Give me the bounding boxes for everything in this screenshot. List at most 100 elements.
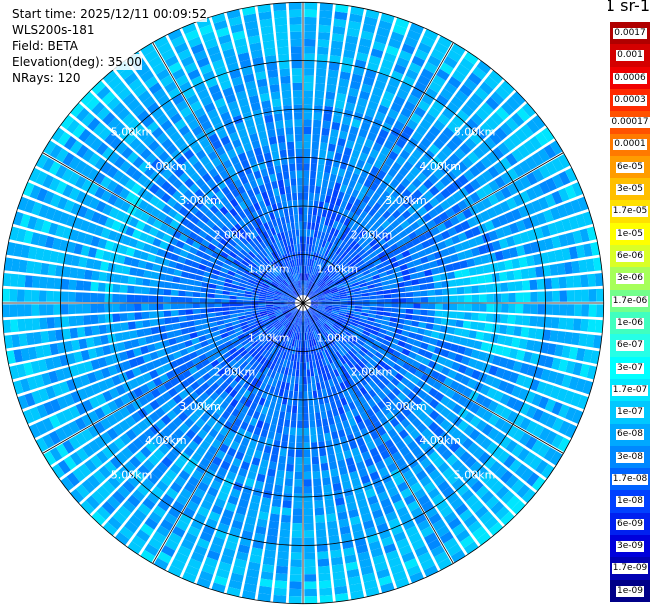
range-gate-cell <box>96 142 109 156</box>
range-gate-cell <box>320 135 329 144</box>
range-gate-cell <box>266 309 274 313</box>
range-gate-cell <box>565 232 576 246</box>
range-gate-cell <box>434 192 446 203</box>
range-gate-cell <box>213 122 225 133</box>
range-gate-cell <box>383 422 394 433</box>
range-gate-cell <box>480 437 493 450</box>
range-gate-cell <box>434 391 445 402</box>
range-gate-cell <box>439 505 453 518</box>
range-gate-cell <box>340 251 348 259</box>
range-gate-cell <box>259 18 273 28</box>
range-gate-cell <box>294 126 303 135</box>
range-gate-cell <box>238 97 249 108</box>
range-gate-cell <box>325 322 332 328</box>
range-gate-cell <box>378 128 389 139</box>
range-gate-cell <box>292 405 298 414</box>
range-gate-cell <box>312 331 317 339</box>
colorbar-tick-label: 1e-05 <box>616 228 644 240</box>
range-gate-cell <box>294 376 299 384</box>
range-gate-cell <box>238 498 249 509</box>
range-gate-cell <box>461 156 474 169</box>
range-gate-cell <box>62 152 75 167</box>
range-gate-cell <box>253 147 263 156</box>
range-gate-cell <box>314 353 319 361</box>
range-gate-cell <box>175 519 189 532</box>
range-gate-cell <box>237 346 246 354</box>
range-gate-cell <box>226 471 237 481</box>
range-gate-cell <box>104 293 113 303</box>
range-gate-cell <box>213 20 228 31</box>
range-gate-cell <box>530 241 540 254</box>
range-gate-cell <box>292 192 298 201</box>
range-gate-cell <box>297 406 303 414</box>
range-gate-cell <box>355 389 363 399</box>
range-gate-cell <box>434 180 446 192</box>
range-gate-cell <box>247 508 258 519</box>
range-gate-cell <box>157 551 172 564</box>
range-gate-cell <box>167 28 183 41</box>
range-gate-cell <box>98 324 107 335</box>
range-gate-cell <box>473 340 483 350</box>
range-gate-cell <box>323 365 330 374</box>
range-gate-cell <box>367 131 377 142</box>
range-gate-cell <box>267 310 275 315</box>
range-gate-cell <box>197 506 210 518</box>
range-gate-cell <box>261 285 269 290</box>
range-gate-cell <box>314 222 320 231</box>
range-gate-cell <box>55 224 66 238</box>
range-gate-cell <box>411 360 421 369</box>
range-gate-cell <box>454 243 464 253</box>
range-gate-cell <box>516 484 531 499</box>
range-gate-cell <box>255 217 263 227</box>
range-gate-cell <box>126 442 139 455</box>
range-gate-cell <box>229 306 237 311</box>
range-ring-label: 2.00km <box>351 366 393 379</box>
range-gate-cell <box>316 269 322 277</box>
range-gate-cell <box>308 192 314 201</box>
range-gate-cell <box>498 238 509 249</box>
range-gate-cell <box>189 183 200 194</box>
range-gate-cell <box>354 414 363 424</box>
range-gate-cell <box>260 429 269 438</box>
range-gate-cell <box>344 42 357 52</box>
range-gate-cell <box>309 292 315 298</box>
range-gate-cell <box>202 253 211 261</box>
range-gate-cell <box>332 293 340 297</box>
range-gate-cell <box>325 91 336 100</box>
range-gate-cell <box>141 478 155 491</box>
range-gate-cell <box>178 233 188 243</box>
range-gate-cell <box>297 192 303 200</box>
range-gate-cell <box>500 122 514 136</box>
range-gate-cell <box>416 217 426 227</box>
range-gate-cell <box>259 309 267 313</box>
range-gate-cell <box>391 161 402 172</box>
range-gate-cell <box>211 91 224 102</box>
range-gate-cell <box>331 556 344 566</box>
range-gate-cell <box>445 423 457 435</box>
range-gate-cell <box>421 357 431 366</box>
range-gate-cell <box>190 172 201 183</box>
range-gate-cell <box>208 84 221 95</box>
range-gate-cell <box>168 532 182 545</box>
range-gate-cell <box>135 375 146 386</box>
range-gate-cell <box>136 483 150 497</box>
range-gate-cell <box>298 207 303 215</box>
range-gate-cell <box>415 469 428 481</box>
range-gate-cell <box>384 303 392 308</box>
range-gate-cell <box>340 224 347 233</box>
range-gate-cell <box>298 398 303 407</box>
range-gate-cell <box>357 175 366 185</box>
range-gate-cell <box>305 310 310 318</box>
range-gate-cell <box>388 150 399 161</box>
colorbar-cell: 0.001 <box>610 44 650 68</box>
range-gate-cell <box>107 441 120 455</box>
range-gate-cell <box>352 242 361 251</box>
range-gate-cell <box>202 345 211 353</box>
range-gate-cell <box>538 180 551 195</box>
range-gate-cell <box>135 240 145 250</box>
range-gate-cell <box>241 530 254 540</box>
range-gate-cell <box>270 506 281 515</box>
range-gate-cell <box>78 256 88 268</box>
range-gate-cell <box>430 353 440 363</box>
range-gate-cell <box>463 78 478 92</box>
